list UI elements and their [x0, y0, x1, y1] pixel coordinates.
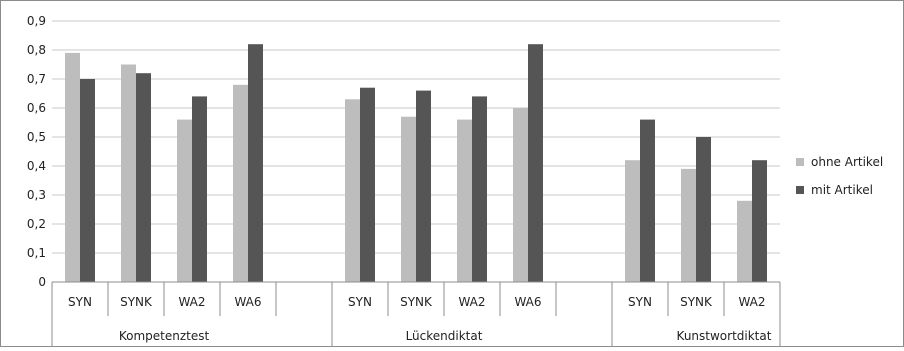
x-group-label: Kunstwortdiktat: [677, 329, 772, 343]
bar-mit-artikel: [752, 160, 767, 282]
bar-ohne-artikel: [737, 200, 752, 282]
bar-mit-artikel: [416, 90, 431, 282]
bar-ohne-artikel: [233, 84, 248, 282]
bar-mit-artikel: [472, 96, 487, 283]
y-tick-label: 0,1: [27, 246, 46, 260]
x-category-label: SYNK: [400, 295, 433, 309]
legend-label: ohne Artikel: [811, 155, 883, 169]
y-tick-label: 0,4: [27, 159, 46, 173]
x-category-label: WA6: [234, 295, 261, 309]
y-tick-label: 0,2: [27, 217, 46, 231]
y-tick-label: 0: [38, 275, 46, 289]
legend-label: mit Artikel: [811, 183, 873, 197]
bar-ohne-artikel: [345, 99, 360, 282]
bar-ohne-artikel: [65, 52, 80, 283]
y-tick-label: 0,7: [27, 72, 46, 86]
bar-mit-artikel: [360, 87, 375, 282]
x-category-label: WA2: [738, 295, 765, 309]
x-category-label: WA2: [458, 295, 485, 309]
legend-swatch: [796, 158, 804, 166]
bar-ohne-artikel: [457, 119, 472, 282]
bars: [65, 44, 767, 283]
bar-ohne-artikel: [513, 108, 528, 282]
x-category-label: SYN: [348, 295, 372, 309]
bar-ohne-artikel: [625, 160, 640, 282]
x-category-label: WA2: [178, 295, 205, 309]
y-tick-label: 0,9: [27, 14, 46, 28]
bar-ohne-artikel: [121, 64, 136, 282]
legend-swatch: [796, 186, 804, 194]
bar-mit-artikel: [192, 96, 207, 283]
bar-ohne-artikel: [177, 119, 192, 282]
y-axis-tick-labels: 0 0,1 0,2 0,3 0,4 0,5 0,6 0,7 0,8 0,9: [27, 14, 46, 289]
y-tick-label: 0,8: [27, 43, 46, 57]
bar-mit-artikel: [248, 44, 263, 283]
bar-mit-artikel: [136, 73, 151, 282]
bar-ohne-artikel: [681, 168, 696, 282]
x-group-label: Kompetenztest: [119, 329, 210, 343]
bar-ohne-artikel: [401, 116, 416, 282]
y-tick-label: 0,5: [27, 130, 46, 144]
legend: ohne Artikel mit Artikel: [796, 155, 883, 197]
x-category-label: WA6: [514, 295, 541, 309]
x-category-label: SYNK: [680, 295, 713, 309]
y-tick-label: 0,3: [27, 188, 46, 202]
bar-mit-artikel: [640, 119, 655, 282]
x-category-label: SYN: [68, 295, 92, 309]
y-tick-label: 0,6: [27, 101, 46, 115]
bar-mit-artikel: [80, 79, 95, 282]
bar-mit-artikel: [696, 137, 711, 282]
bar-mit-artikel: [528, 44, 543, 283]
x-category-label: SYNK: [120, 295, 153, 309]
x-group-label: Lückendiktat: [406, 329, 483, 343]
x-axis: SYN SYNK WA2 WA6 Kompetenztest SYN SYNK WA2 WA6 L…: [51, 281, 781, 346]
x-category-label: SYN: [628, 295, 652, 309]
